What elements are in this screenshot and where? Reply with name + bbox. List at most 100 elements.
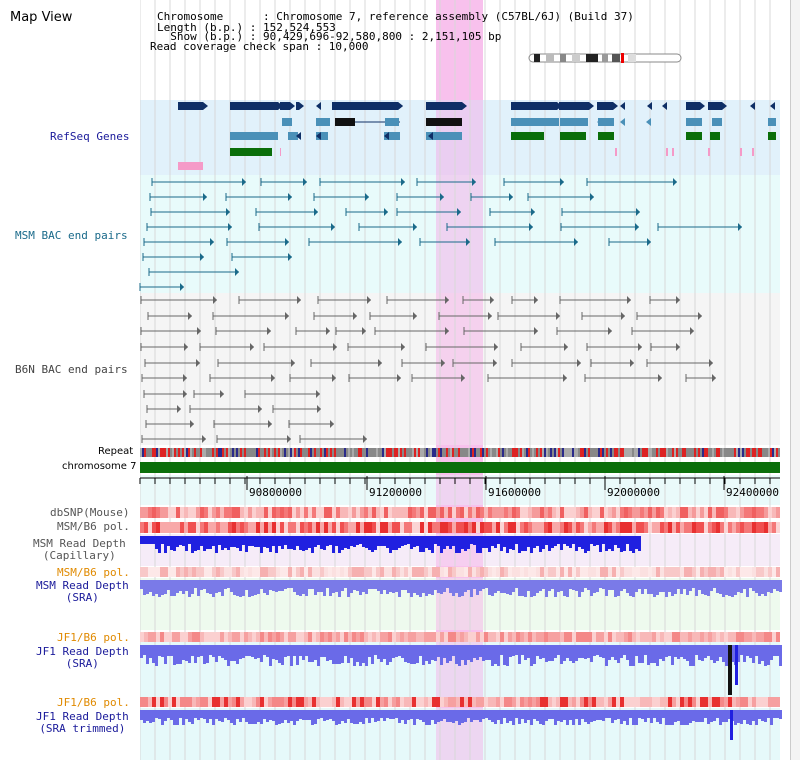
track-label-msm-bac[interactable]: MSM BAC end pairs	[15, 229, 128, 242]
depth-bar	[245, 710, 248, 722]
track-label-jf1-b6-pol[interactable]: JF1/B6 pol.	[57, 631, 130, 644]
depth-bar	[584, 710, 587, 722]
heat-cell	[316, 632, 320, 642]
heat-cell	[772, 507, 776, 518]
heat-cell	[416, 632, 420, 642]
heat-cell	[220, 697, 224, 707]
heat-cell	[180, 507, 184, 518]
track-label-msm-depth-cap[interactable]: MSM Read Depth (Capillary)	[33, 538, 126, 562]
depth-bar	[263, 580, 266, 593]
depth-spike	[728, 645, 732, 695]
depth-bar	[746, 710, 749, 724]
heat-cell	[652, 632, 656, 642]
depth-bar	[329, 710, 332, 719]
depth-bar	[629, 580, 632, 596]
heat-cell	[504, 507, 508, 518]
depth-bar	[446, 536, 449, 546]
heat-cell	[280, 632, 284, 642]
repeat-cell	[518, 448, 520, 457]
repeat-cell	[144, 448, 146, 457]
repeat-cell	[266, 448, 268, 457]
depth-bar	[617, 710, 620, 719]
depth-bar	[329, 645, 332, 660]
vertical-scrollbar[interactable]	[790, 0, 800, 760]
heat-cell	[568, 507, 572, 518]
gene-arrow	[770, 102, 775, 110]
heat-cell	[392, 632, 396, 642]
bac-end-arrow	[202, 435, 206, 443]
repeat-cell	[546, 448, 548, 457]
depth-bar	[305, 645, 308, 656]
depth-bar	[605, 645, 608, 666]
depth-bar	[737, 645, 740, 662]
repeat-cell	[608, 448, 610, 457]
heat-cell	[740, 632, 744, 642]
repeat-cell	[402, 448, 404, 457]
depth-bar	[224, 580, 227, 589]
repeat-cell	[618, 448, 620, 457]
depth-bar	[572, 645, 575, 663]
track-label-msm-depth-sra[interactable]: MSM Read Depth (SRA)	[36, 580, 129, 604]
repeat-cell	[354, 448, 356, 457]
repeat-cell	[450, 448, 452, 457]
repeat-cell	[394, 448, 396, 457]
heat-cell	[728, 567, 732, 577]
track-label-jf1-depth-sra[interactable]: JF1 Read Depth (SRA)	[36, 646, 129, 670]
repeat-cell	[776, 448, 778, 457]
repeat-cell	[436, 448, 438, 457]
repeat-cell	[532, 448, 534, 457]
depth-bar	[242, 645, 245, 658]
track-label-jf1-b6-pol2[interactable]: JF1/B6 pol.	[57, 696, 130, 709]
depth-bar	[239, 536, 242, 551]
heat-cell	[320, 567, 324, 577]
depth-bar	[179, 536, 182, 545]
depth-bar	[362, 580, 365, 592]
depth-bar	[512, 580, 515, 592]
depth-bar	[704, 580, 707, 595]
depth-bar	[182, 536, 185, 546]
heat-cell	[304, 507, 308, 518]
heat-cell	[300, 522, 304, 533]
heat-cell	[376, 507, 380, 518]
repeat-cell	[156, 448, 158, 457]
depth-bar	[353, 580, 356, 590]
bac-end-arrow	[738, 223, 742, 231]
heat-cell	[352, 567, 356, 577]
depth-bar	[407, 536, 410, 544]
depth-bar	[368, 580, 371, 589]
depth-bar	[326, 536, 329, 546]
heat-cell	[372, 567, 376, 577]
heat-cell	[484, 697, 488, 707]
repeat-cell	[188, 448, 190, 457]
repeat-cell	[722, 448, 724, 457]
depth-bar	[383, 580, 386, 590]
heat-cell	[716, 632, 720, 642]
track-label-dbsnp[interactable]: dbSNP(Mouse)	[50, 506, 130, 519]
chromosome-ideogram[interactable]	[528, 52, 684, 64]
repeat-cell	[686, 448, 688, 457]
track-label-msm-b6-pol[interactable]: MSM/B6 pol.	[57, 520, 130, 533]
heat-cell	[776, 507, 780, 518]
depth-bar	[581, 580, 584, 592]
depth-bar	[299, 710, 302, 719]
heat-cell	[480, 507, 484, 518]
repeat-cell	[626, 448, 628, 457]
heat-cell	[232, 632, 236, 642]
track-label-msm-b6-pol2[interactable]: MSM/B6 pol.	[57, 566, 130, 579]
depth-bar	[698, 580, 701, 590]
track-label-jf1-depth-trim[interactable]: JF1 Read Depth (SRA trimmed)	[36, 711, 129, 735]
heat-cell	[364, 522, 368, 533]
heat-cell	[192, 697, 196, 707]
heat-cell	[568, 567, 572, 577]
heat-cell	[424, 507, 428, 518]
depth-bar	[728, 710, 731, 719]
track-label-refseq[interactable]: RefSeq Genes	[50, 130, 130, 143]
depth-bar	[692, 645, 695, 666]
repeat-cell	[330, 448, 332, 457]
track-label-b6n-bac[interactable]: B6N BAC end pairs	[15, 363, 128, 376]
bac-end-arrow	[285, 312, 289, 320]
heat-cell	[472, 697, 476, 707]
repeat-cell	[570, 448, 572, 457]
depth-bar	[209, 710, 212, 719]
